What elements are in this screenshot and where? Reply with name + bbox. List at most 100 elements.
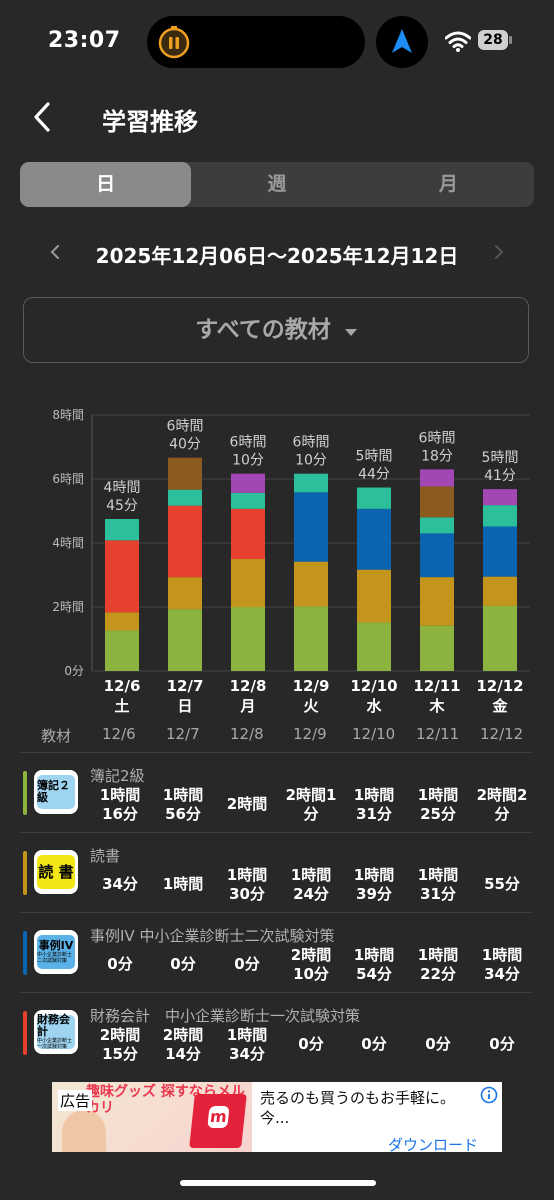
- ad-text-line: 今...: [260, 1109, 290, 1127]
- table-header-date: 12/8: [230, 725, 264, 743]
- study-time-cell: 1時間 25分: [406, 786, 470, 824]
- bar-segment: [231, 607, 265, 671]
- bar-total-label: 6時間: [167, 419, 204, 435]
- study-time-cell: 1時間 24分: [279, 866, 343, 904]
- bar-total-label: 10分: [295, 453, 327, 469]
- back-chevron-icon[interactable]: [30, 100, 54, 134]
- bar-segment: [357, 622, 391, 671]
- study-time-line: 56分: [165, 805, 201, 823]
- bar-total-label: 6時間: [293, 435, 330, 451]
- material-row[interactable]: 事例IV 中小企業診断士 二次試験対策 事例IV 中小企業診断士二次試験対策 0分 0分…: [20, 912, 532, 993]
- study-time-line: 30分: [229, 885, 265, 903]
- material-row[interactable]: 読 書読書 34分 1時間 1時間 30分 1時間 24分 1時間 39分 1時間 31分 55分: [20, 832, 532, 913]
- study-time-line: 1時間: [353, 786, 395, 804]
- bar-segment: [483, 489, 517, 506]
- next-week-chevron-icon[interactable]: [492, 240, 506, 264]
- x-tick-weekday: 日: [177, 697, 192, 715]
- x-tick-weekday: 水: [366, 697, 382, 715]
- material-icon-face: 簿記２級: [37, 775, 75, 809]
- ad-info-icon[interactable]: [480, 1086, 498, 1104]
- study-time-cell: 1時間 39分: [342, 866, 406, 904]
- study-time-line: 1時間: [417, 786, 459, 804]
- study-time-line: 34分: [102, 875, 138, 893]
- study-time-line: 0分: [234, 955, 260, 973]
- material-icon-subtext: 中小企業診断士 二次試験対策: [37, 952, 73, 964]
- study-time-cell: 2時間: [215, 795, 279, 814]
- bar-total-label: 6時間: [419, 430, 456, 446]
- y-tick-label: 0分: [64, 664, 84, 678]
- segment-day[interactable]: 日: [20, 162, 192, 207]
- timer-icon[interactable]: [154, 22, 194, 62]
- study-time-cell: 1時間 34分: [215, 1026, 279, 1064]
- bar-total-label: 5時間: [356, 449, 393, 465]
- segment-week[interactable]: 週: [267, 173, 287, 195]
- ad-banner[interactable]: 趣味グッズ 探すならメルカリ m 広告 売るのも買うのもお手軽に。 今... ダ…: [52, 1082, 502, 1152]
- study-time-line: 54分: [356, 965, 392, 983]
- study-time-cell: 0分: [470, 1035, 534, 1054]
- x-tick-date: 12/6: [104, 677, 141, 695]
- study-time-line: 1時間: [417, 866, 459, 884]
- material-filter-dropdown[interactable]: すべての教材: [23, 297, 529, 363]
- ad-download-link[interactable]: ダウンロード: [388, 1136, 479, 1152]
- material-filter-label: すべての教材: [195, 317, 331, 343]
- material-icon-face: 事例IV 中小企業診断士 二次試験対策: [37, 935, 75, 969]
- study-time-cell: 2時間 10分: [279, 946, 343, 984]
- bar-segment: [168, 609, 202, 671]
- study-time-cell: 2時間2 分: [470, 786, 534, 824]
- x-tick-date: 12/9: [293, 677, 330, 695]
- study-time-line: 1時間: [353, 866, 395, 884]
- date-range: 2025年12月06日〜2025年12月12日: [95, 244, 459, 268]
- study-time-cell: 1時間 56分: [151, 786, 215, 824]
- study-time-cell: 0分: [151, 955, 215, 974]
- y-tick-label: 2時間: [52, 600, 84, 614]
- study-time-line: 1時間: [353, 946, 395, 964]
- bar-segment: [420, 517, 454, 534]
- bar-segment: [483, 576, 517, 606]
- study-time-line: 34分: [229, 1045, 265, 1063]
- material-icon-subtext: 中小企業診断士 一次試験対策: [37, 1038, 73, 1050]
- bar-segment: [483, 526, 517, 577]
- bar-segment: [168, 457, 202, 490]
- material-row[interactable]: 財務会計 中小企業診断士 一次試験対策 財務会計 中小企業診断士一次試験対策 2時間 1…: [20, 992, 532, 1073]
- study-time-line: 2時間: [290, 946, 332, 964]
- study-time-line: 25分: [420, 805, 456, 823]
- bar-segment: [105, 540, 139, 613]
- study-time-line: 16分: [102, 805, 138, 823]
- ad-label: 広告: [58, 1090, 93, 1111]
- ad-person-illustration: [62, 1110, 106, 1152]
- segment-month[interactable]: 月: [438, 173, 458, 195]
- study-time-line: 0分: [298, 1035, 324, 1053]
- bar-segment: [483, 505, 517, 527]
- bar-total-label: 41分: [484, 468, 516, 484]
- bar-segment: [420, 577, 454, 626]
- study-time-line: 分: [494, 805, 510, 823]
- material-name: 簿記2級: [90, 767, 145, 785]
- bar-segment: [294, 492, 328, 562]
- study-time-cell: 1時間 54分: [342, 946, 406, 984]
- bar-total-label: 6時間: [230, 435, 267, 451]
- home-indicator: [180, 1180, 376, 1186]
- x-tick-weekday: 金: [491, 697, 508, 715]
- y-tick-label: 4時間: [52, 536, 84, 550]
- bar-segment: [483, 605, 517, 671]
- table-header-date: 12/7: [166, 725, 200, 743]
- material-color-bar: [23, 851, 27, 895]
- material-icon-text: 読 書: [38, 863, 74, 881]
- bar-segment: [105, 630, 139, 671]
- study-time-cell: 55分: [470, 875, 534, 894]
- study-time-line: 14分: [165, 1045, 201, 1063]
- ad-text-line: 売るのも買うのもお手軽に。: [260, 1089, 456, 1107]
- material-row[interactable]: 簿記２級 簿記2級 1時間 16分 1時間 56分 2時間 2時間1 分 1時間 31分 1時間 25分…: [20, 752, 532, 833]
- material-color-bar: [23, 771, 27, 815]
- table-header-date: 12/12: [480, 725, 524, 743]
- bar-segment: [420, 486, 454, 518]
- bar-segment: [231, 508, 265, 559]
- bar-total-label: 45分: [106, 498, 138, 514]
- previous-week-chevron-icon[interactable]: [48, 240, 62, 264]
- bar-segment: [357, 569, 391, 623]
- wifi-icon: [445, 31, 471, 52]
- study-time-line: 1時間: [162, 786, 204, 804]
- material-icon: 簿記２級: [34, 770, 78, 814]
- study-time-cell: 1時間 30分: [215, 866, 279, 904]
- study-time-line: 1時間: [99, 786, 141, 804]
